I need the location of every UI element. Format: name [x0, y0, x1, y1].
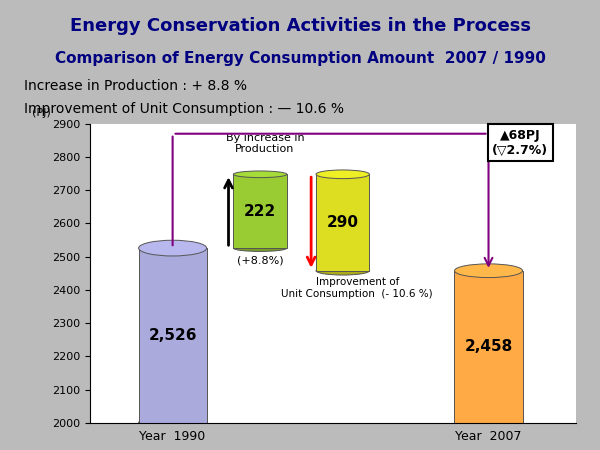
Text: Improvement of Unit Consumption : — 10.6 %: Improvement of Unit Consumption : — 10.6… [23, 102, 344, 116]
Bar [233, 174, 287, 248]
Text: 2,526: 2,526 [148, 328, 197, 343]
Ellipse shape [139, 240, 206, 256]
Ellipse shape [139, 415, 206, 431]
Text: ▲68PJ
(▽2.7%): ▲68PJ (▽2.7%) [492, 129, 548, 157]
Text: Increase in Production : + 8.8 %: Increase in Production : + 8.8 % [23, 79, 247, 93]
Ellipse shape [316, 170, 370, 179]
Text: (+8.8%): (+8.8%) [237, 256, 283, 266]
Text: 290: 290 [327, 215, 359, 230]
Ellipse shape [455, 264, 523, 278]
Ellipse shape [316, 266, 370, 275]
Ellipse shape [455, 416, 523, 430]
Text: 2,458: 2,458 [464, 339, 512, 354]
Text: Year  1990: Year 1990 [139, 430, 206, 443]
Text: (PJ): (PJ) [32, 108, 50, 118]
Ellipse shape [233, 171, 287, 178]
Text: Energy Conservation Activities in the Process: Energy Conservation Activities in the Pr… [70, 17, 530, 35]
Bar [316, 174, 370, 271]
Bar [139, 248, 206, 423]
Text: Improvement of
Unit Consumption  (- 10.6 %): Improvement of Unit Consumption (- 10.6 … [281, 277, 433, 299]
Ellipse shape [233, 245, 287, 252]
Text: Comparison of Energy Consumption Amount  2007 / 1990: Comparison of Energy Consumption Amount … [55, 50, 545, 66]
Text: Year  2007: Year 2007 [455, 430, 522, 443]
Text: By increase in
Production: By increase in Production [226, 133, 304, 154]
Text: 222: 222 [244, 204, 276, 219]
Bar [455, 271, 523, 423]
